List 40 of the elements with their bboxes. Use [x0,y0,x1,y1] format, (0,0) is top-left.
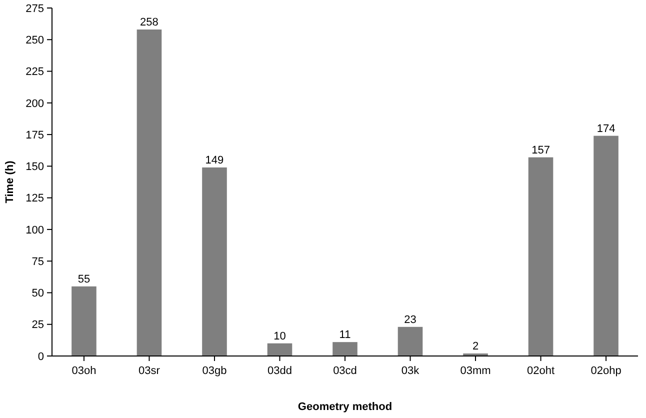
x-tick-label: 02ohp [590,365,622,377]
data-label: 149 [205,154,224,166]
bar [594,136,618,356]
data-label: 174 [596,122,616,135]
data-label: 11 [339,329,351,342]
bar [398,326,423,356]
y-axis-title: Time (h) [4,160,16,204]
y-tick-label: 275 [26,2,44,15]
y-tick-label: 50 [32,288,44,300]
bar [528,157,554,356]
data-label: 258 [140,16,158,29]
x-tick-label: 03dd [268,365,292,377]
x-tick-label: 03oh [72,365,96,377]
data-label: 157 [532,144,550,156]
bar [267,343,292,356]
y-tick-label: 250 [26,34,44,46]
y-tick-label: 25 [32,319,44,332]
bar [332,342,358,356]
y-tick-label: 200 [26,98,44,110]
y-tick-label: 100 [26,224,44,236]
x-tick-label: 03k [401,365,420,377]
bar [72,286,96,356]
x-tick-label: 03gb [202,365,227,377]
x-tick-label: 03mm [460,365,491,377]
y-tick-label: 75 [32,256,44,268]
bar [202,167,227,356]
x-tick-label: 03cd [333,365,357,377]
data-label: 55 [78,273,90,286]
y-tick-label: 125 [26,192,44,205]
y-tick-label: 0 [38,350,44,363]
y-tick-label: 225 [26,66,44,78]
data-label: 23 [404,314,416,326]
data-label: 2 [472,340,479,352]
y-tick-label: 175 [26,129,44,142]
x-tick-label: 03sr [138,365,160,377]
bar [136,30,162,356]
data-label: 10 [274,330,286,342]
x-tick-label: 02oht [527,365,555,377]
x-axis-title: Geometry method [298,401,392,413]
y-tick-label: 150 [26,161,44,174]
